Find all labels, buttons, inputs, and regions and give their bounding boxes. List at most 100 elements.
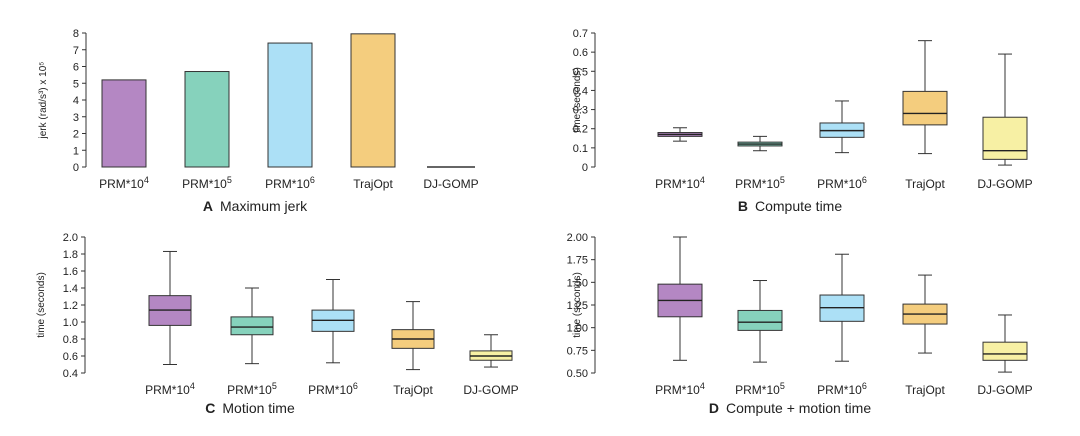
- x-category-label: PRM*105: [735, 175, 785, 191]
- x-category-label: TrajOpt: [353, 177, 393, 191]
- x-category-label: DJ-GOMP: [977, 177, 1032, 191]
- x-category-label: TrajOpt: [905, 177, 945, 191]
- x-category-base: PRM*10: [655, 177, 700, 191]
- panel-caption-text: Compute + motion time: [726, 400, 871, 416]
- panel-caption: B Compute time: [738, 198, 842, 214]
- panel-caption-text: Maximum jerk: [220, 198, 308, 214]
- x-category-label: PRM*104: [99, 175, 149, 191]
- box-4: [982, 53, 1028, 166]
- panel-caption: C Motion time: [205, 400, 295, 416]
- x-category-base: TrajOpt: [353, 177, 393, 191]
- box-3: [902, 40, 948, 155]
- x-category-base: PRM*10: [308, 383, 353, 397]
- x-category-label: DJ-GOMP: [423, 177, 478, 191]
- x-category-sup: 6: [862, 381, 867, 391]
- x-category-base: TrajOpt: [905, 177, 945, 191]
- box-1: [737, 135, 783, 152]
- x-category-base: PRM*10: [655, 383, 700, 397]
- panel-caption-text: Compute time: [755, 198, 842, 214]
- x-category-label: TrajOpt: [905, 383, 945, 397]
- y-tick-label: 1.6: [63, 266, 78, 278]
- box-3: [391, 301, 435, 371]
- x-category-base: DJ-GOMP: [977, 177, 1032, 191]
- chart-panel-d: 0.50 0.75 1.00 1.25 1.50 1.75 2.00 time (second…: [567, 232, 1033, 416]
- x-category-sup: 5: [780, 175, 785, 185]
- y-tick-label: 1.8: [63, 249, 78, 261]
- y-axis-label: time (seconds): [36, 272, 47, 338]
- x-category-sup: 6: [310, 175, 315, 185]
- x-category-base: DJ-GOMP: [423, 177, 478, 191]
- x-category-label: PRM*105: [182, 175, 232, 191]
- y-tick-label: 0.6: [573, 47, 588, 59]
- bar-3: [350, 33, 396, 168]
- y-tick-label: 1.00: [567, 323, 588, 335]
- x-category-label: PRM*106: [308, 381, 358, 397]
- box-2: [819, 100, 865, 154]
- y-tick-label: 0.6: [63, 351, 78, 363]
- y-tick-label: 5: [73, 78, 79, 90]
- y-tick-label: 1.2: [63, 300, 78, 312]
- y-axis-label: time (seconds): [572, 272, 583, 338]
- y-tick-label: 0.8: [63, 334, 78, 346]
- box-1: [737, 280, 783, 363]
- x-category-label: PRM*105: [735, 381, 785, 397]
- y-tick-label: 7: [73, 45, 79, 57]
- chart-panel-b: 0 0.1 0.2 0.3 0.4 0.5 0.6 0.7 time (seconds) PRM*…: [572, 28, 1033, 214]
- x-category-label: DJ-GOMP: [463, 383, 518, 397]
- y-tick-label: 1.0: [63, 317, 78, 329]
- y-tick-label: 1: [73, 145, 79, 157]
- y-tick-label: 0.4: [63, 368, 78, 380]
- y-tick-label: 0: [73, 162, 79, 174]
- x-category-base: DJ-GOMP: [977, 383, 1032, 397]
- x-category-base: PRM*10: [145, 383, 190, 397]
- box-3: [902, 274, 948, 354]
- panel-caption-letter: D: [709, 400, 719, 416]
- x-category-sup: 6: [353, 381, 358, 391]
- y-tick-label: 0.7: [573, 28, 588, 40]
- y-tick-label: 1.25: [567, 300, 588, 312]
- box-body: [982, 341, 1028, 361]
- x-category-sup: 4: [190, 381, 195, 391]
- y-tick-label: 0.3: [573, 105, 588, 117]
- y-tick-label: 0: [582, 162, 588, 174]
- x-category-label: PRM*106: [817, 381, 867, 397]
- panel-caption-letter: B: [738, 198, 748, 214]
- bar-2: [267, 42, 313, 168]
- y-tick-label: 4: [73, 95, 79, 107]
- panel-caption-text: Motion time: [222, 400, 295, 416]
- x-category-base: PRM*10: [735, 177, 780, 191]
- box-4: [982, 314, 1028, 373]
- y-tick-label: 6: [73, 62, 79, 74]
- x-category-base: PRM*10: [227, 383, 272, 397]
- x-category-base: PRM*10: [735, 383, 780, 397]
- box-body: [902, 90, 948, 126]
- y-tick-label: 1.75: [567, 255, 588, 267]
- box-4: [469, 334, 513, 368]
- box-0: [657, 236, 703, 361]
- x-category-base: TrajOpt: [393, 383, 433, 397]
- y-axis-label: jerk (rad/s³) x 10⁵: [38, 62, 49, 140]
- x-category-label: PRM*104: [145, 381, 195, 397]
- y-tick-label: 2.0: [63, 232, 78, 244]
- x-category-sup: 6: [862, 175, 867, 185]
- chart-panel-c: 0.4 0.6 0.8 1.0 1.2 1.4 1.6 1.8 2.0 time (seconds…: [36, 232, 519, 416]
- y-tick-label: 2: [73, 129, 79, 141]
- y-tick-label: 1.50: [567, 277, 588, 289]
- x-category-sup: 5: [272, 381, 277, 391]
- x-category-sup: 4: [144, 175, 149, 185]
- box-body: [230, 316, 274, 336]
- x-category-label: PRM*106: [817, 175, 867, 191]
- box-2: [819, 253, 865, 362]
- x-category-base: TrajOpt: [905, 383, 945, 397]
- box-0: [657, 127, 703, 142]
- x-category-base: PRM*10: [817, 177, 862, 191]
- x-category-sup: 4: [700, 175, 705, 185]
- panel-caption-letter: C: [205, 400, 215, 416]
- y-tick-label: 1.4: [63, 283, 78, 295]
- x-category-base: PRM*10: [265, 177, 310, 191]
- y-tick-label: 2.00: [567, 232, 588, 244]
- bar-0: [101, 79, 147, 168]
- y-tick-label: 0.1: [573, 143, 588, 155]
- box-body: [737, 309, 783, 331]
